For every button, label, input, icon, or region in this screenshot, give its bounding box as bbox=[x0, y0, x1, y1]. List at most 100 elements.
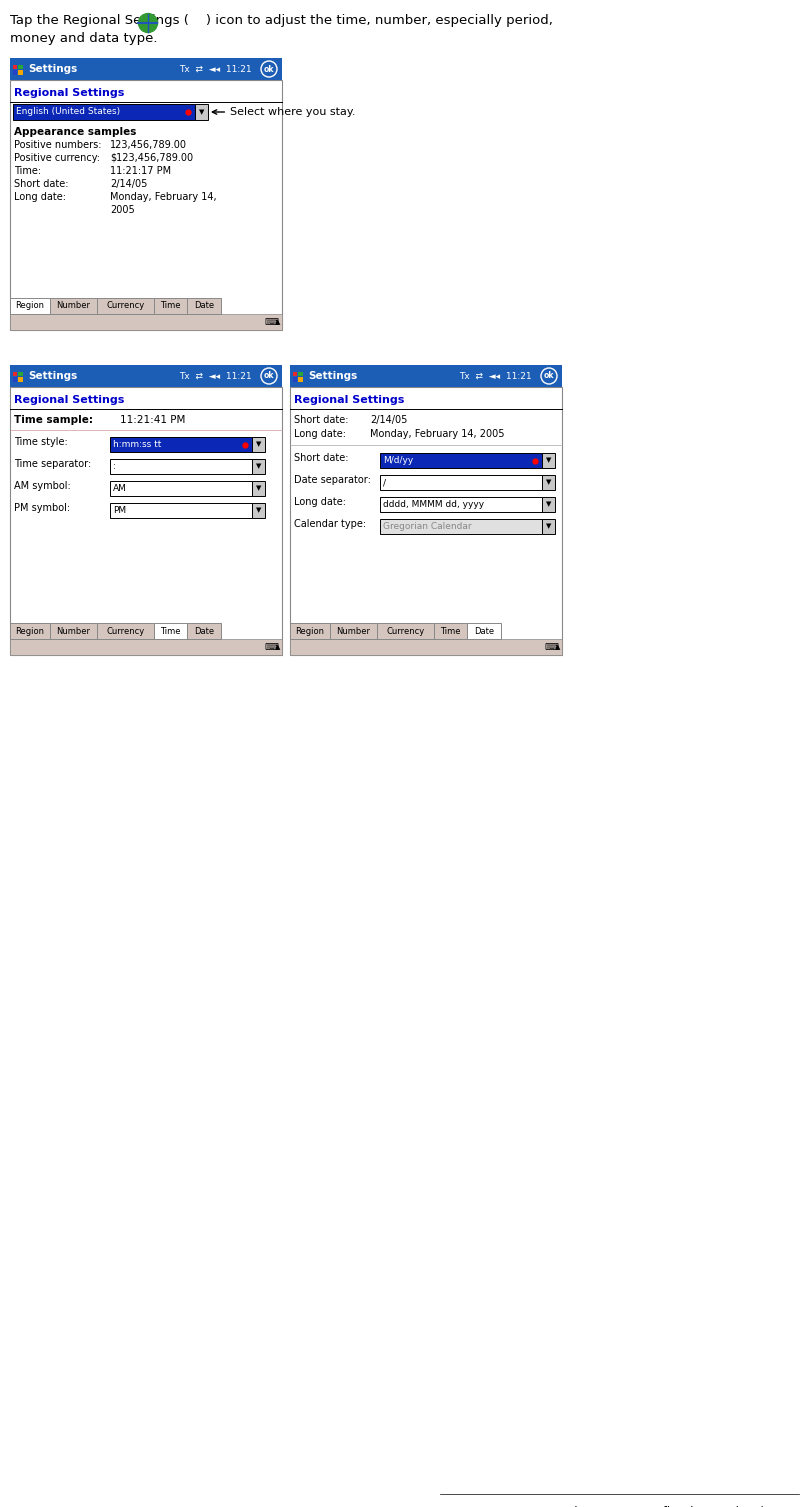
Text: Region: Region bbox=[15, 627, 44, 636]
Text: ok: ok bbox=[544, 372, 554, 380]
Text: AM: AM bbox=[113, 484, 127, 493]
Text: Number: Number bbox=[57, 627, 91, 636]
Text: Positive numbers:: Positive numbers: bbox=[14, 140, 101, 151]
Text: Monday, February 14, 2005: Monday, February 14, 2005 bbox=[370, 429, 505, 439]
Bar bbox=[13, 65, 18, 69]
Text: Time:: Time: bbox=[14, 166, 41, 176]
Text: Time: Time bbox=[160, 301, 180, 310]
Bar bbox=[19, 65, 23, 69]
Text: Short date:: Short date: bbox=[294, 414, 349, 425]
Text: Long date:: Long date: bbox=[14, 191, 66, 202]
Text: Monday, February 14,: Monday, February 14, bbox=[110, 191, 217, 202]
Text: /: / bbox=[383, 478, 386, 487]
Bar bbox=[299, 377, 303, 381]
Text: Settings: Settings bbox=[28, 63, 77, 74]
Bar bbox=[110, 481, 252, 496]
Text: ▲: ▲ bbox=[275, 319, 281, 326]
Text: money and data type.: money and data type. bbox=[10, 32, 158, 45]
Text: Positive currency:: Positive currency: bbox=[14, 154, 100, 163]
Bar bbox=[252, 460, 265, 475]
Text: Settings: Settings bbox=[308, 371, 358, 381]
Text: $123,456,789.00: $123,456,789.00 bbox=[110, 154, 193, 163]
Bar bbox=[97, 298, 154, 313]
Text: 11:21:17 PM: 11:21:17 PM bbox=[110, 166, 172, 176]
Text: Select where you stay.: Select where you stay. bbox=[212, 107, 355, 118]
Bar bbox=[252, 481, 265, 496]
Text: ▼: ▼ bbox=[256, 464, 261, 470]
Bar bbox=[542, 497, 555, 512]
Bar bbox=[97, 622, 154, 639]
Text: ▼: ▼ bbox=[546, 523, 551, 529]
Text: Tx  ⇄  ◄◂  11:21: Tx ⇄ ◄◂ 11:21 bbox=[180, 372, 252, 380]
Bar bbox=[110, 503, 252, 518]
Bar bbox=[10, 57, 282, 80]
Text: Currency: Currency bbox=[106, 301, 145, 310]
Text: Regional Settings: Regional Settings bbox=[14, 395, 125, 405]
Bar bbox=[542, 518, 555, 533]
Text: Date: Date bbox=[474, 627, 494, 636]
Text: ▲: ▲ bbox=[555, 643, 561, 650]
Text: Region: Region bbox=[295, 627, 324, 636]
Text: Short date:: Short date: bbox=[294, 454, 349, 463]
Text: ▼: ▼ bbox=[256, 485, 261, 491]
Bar bbox=[299, 372, 303, 377]
Bar bbox=[434, 622, 467, 639]
Bar bbox=[377, 622, 434, 639]
Text: ⌨: ⌨ bbox=[264, 642, 278, 653]
Bar bbox=[10, 313, 282, 330]
Bar bbox=[330, 622, 377, 639]
Text: Appearance samples: Appearance samples bbox=[14, 127, 137, 137]
Bar bbox=[380, 475, 542, 490]
Bar bbox=[467, 622, 501, 639]
Text: Long date:: Long date: bbox=[294, 497, 346, 506]
Bar bbox=[293, 372, 298, 377]
Bar bbox=[380, 497, 542, 512]
Bar bbox=[252, 437, 265, 452]
Text: 2005: 2005 bbox=[110, 205, 135, 216]
Text: ▼: ▼ bbox=[199, 109, 204, 115]
Text: PM: PM bbox=[113, 506, 126, 515]
Text: Tap the Regional Settings (    ) icon to adjust the time, number, especially per: Tap the Regional Settings ( ) icon to ad… bbox=[10, 14, 553, 27]
Text: 123,456,789.00: 123,456,789.00 bbox=[110, 140, 187, 151]
Bar bbox=[380, 518, 542, 533]
Text: Number: Number bbox=[337, 627, 371, 636]
Text: ▼: ▼ bbox=[256, 508, 261, 514]
Text: Date separator:: Date separator: bbox=[294, 475, 371, 485]
Bar bbox=[13, 104, 195, 121]
Bar bbox=[290, 387, 562, 656]
Text: :: : bbox=[113, 463, 116, 472]
Bar bbox=[19, 377, 23, 381]
Bar bbox=[542, 454, 555, 469]
Text: 2/14/05: 2/14/05 bbox=[370, 414, 408, 425]
Text: dddd, MMMM dd, yyyy: dddd, MMMM dd, yyyy bbox=[383, 500, 484, 509]
Circle shape bbox=[541, 368, 557, 384]
Bar bbox=[10, 639, 282, 656]
Bar bbox=[195, 104, 208, 121]
Circle shape bbox=[261, 60, 277, 77]
Bar bbox=[19, 372, 23, 377]
Text: Time sample:: Time sample: bbox=[14, 414, 93, 425]
Text: 2/14/05: 2/14/05 bbox=[110, 179, 147, 188]
Text: 11:21:41 PM: 11:21:41 PM bbox=[120, 414, 185, 425]
Text: Time: Time bbox=[440, 627, 461, 636]
Text: ⌨: ⌨ bbox=[544, 642, 558, 653]
Bar bbox=[10, 80, 282, 330]
Bar bbox=[110, 437, 252, 452]
Text: PM symbol:: PM symbol: bbox=[14, 503, 70, 512]
Bar bbox=[252, 503, 265, 518]
Bar bbox=[10, 365, 282, 387]
Bar bbox=[290, 365, 562, 387]
Bar bbox=[293, 377, 298, 381]
Bar bbox=[50, 622, 97, 639]
Text: Tx  ⇄  ◄◂  11:21: Tx ⇄ ◄◂ 11:21 bbox=[180, 65, 252, 74]
Bar bbox=[13, 69, 18, 74]
Bar bbox=[380, 454, 542, 469]
Text: Time separator:: Time separator: bbox=[14, 460, 91, 469]
Text: Time: Time bbox=[160, 627, 180, 636]
Text: Tx  ⇄  ◄◂  11:21: Tx ⇄ ◄◂ 11:21 bbox=[460, 372, 532, 380]
Text: M/d/yy: M/d/yy bbox=[383, 457, 413, 466]
Text: Currency: Currency bbox=[106, 627, 145, 636]
Bar bbox=[10, 622, 50, 639]
Bar bbox=[187, 622, 221, 639]
Bar bbox=[10, 298, 50, 313]
